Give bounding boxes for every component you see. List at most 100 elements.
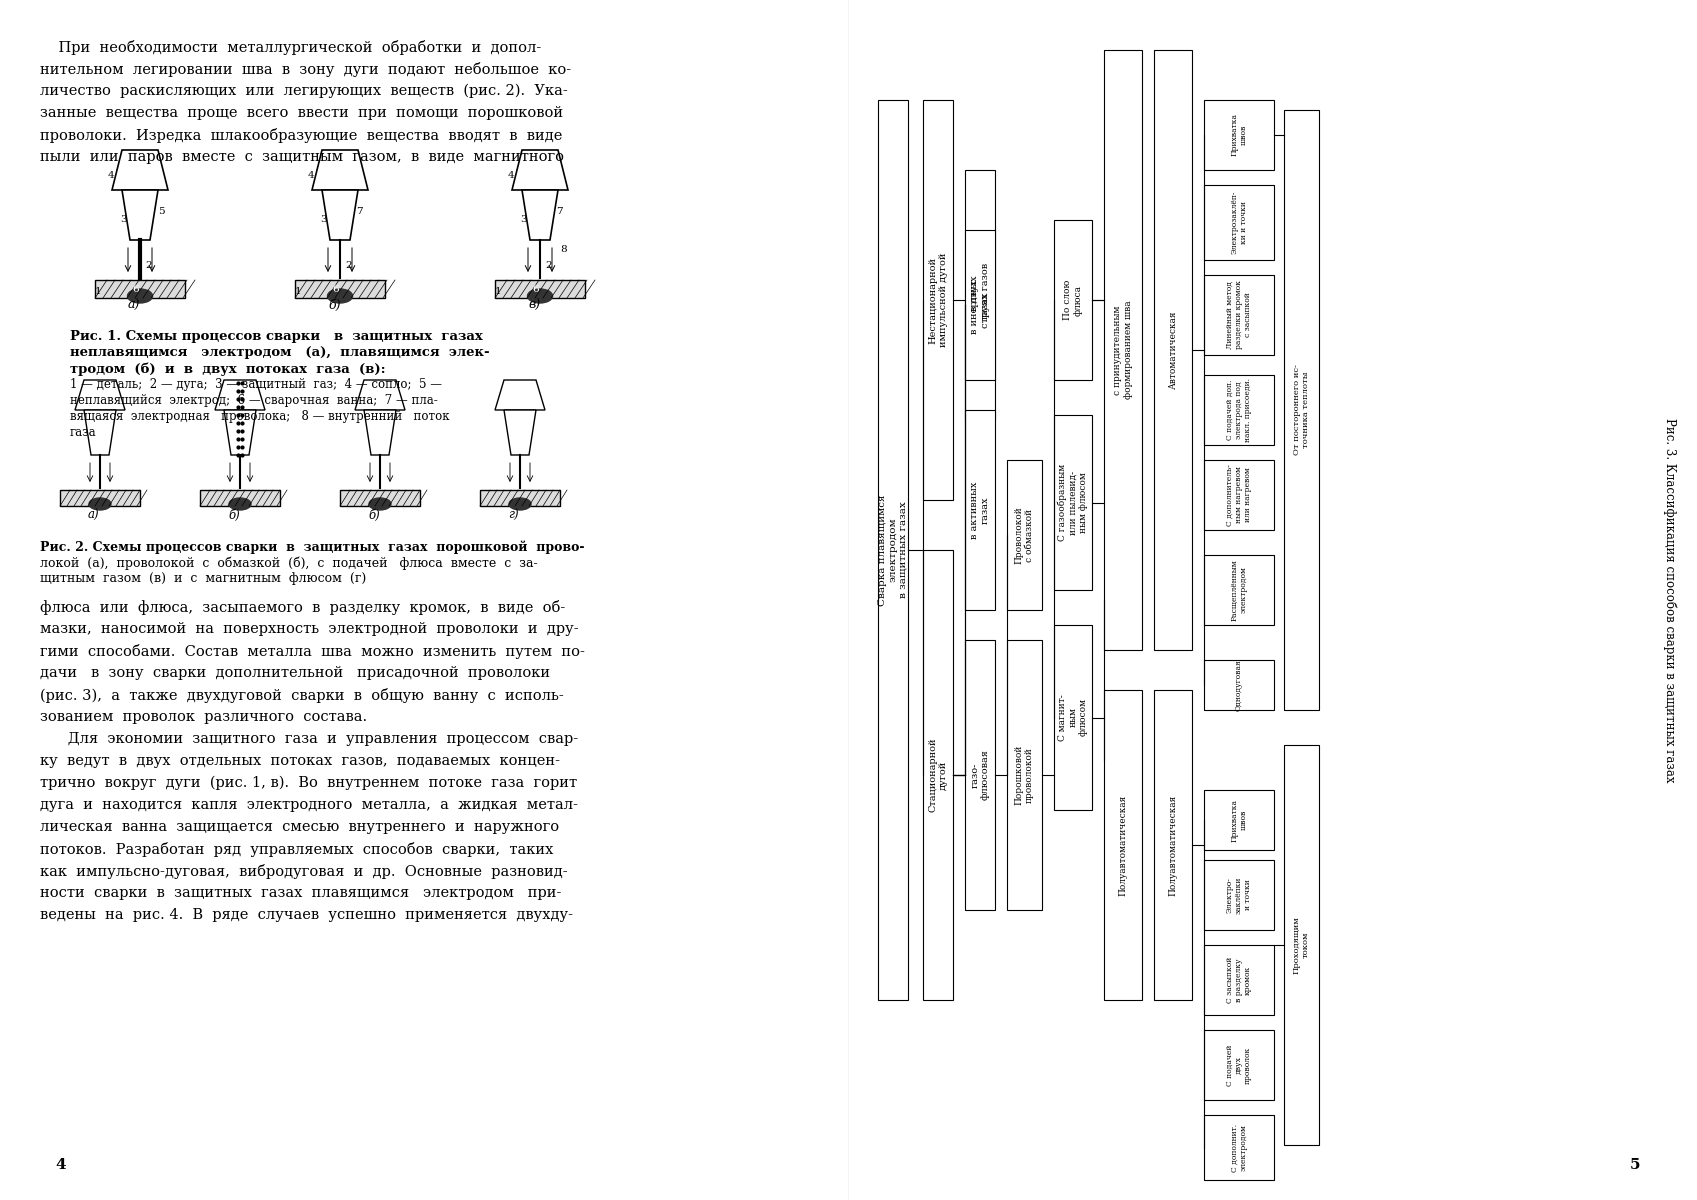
Bar bbox=[966, 640, 994, 910]
Text: Проволокой
с обмазкой: Проволокой с обмазкой bbox=[1015, 506, 1033, 564]
Bar bbox=[923, 550, 954, 1000]
Bar bbox=[1105, 690, 1142, 1000]
Bar bbox=[1006, 460, 1042, 610]
Text: а): а) bbox=[88, 509, 100, 522]
Text: гими  способами.  Состав  металла  шва  можно  изменить  путем  по-: гими способами. Состав металла шва можно… bbox=[41, 644, 585, 659]
Bar bbox=[1154, 690, 1191, 1000]
Text: 5: 5 bbox=[1629, 1158, 1639, 1172]
Text: С подачей
двух
проволок: С подачей двух проволок bbox=[1225, 1044, 1252, 1086]
Text: 4: 4 bbox=[54, 1158, 66, 1172]
Text: (рис. 3),  а  также  двухдуговой  сварки  в  общую  ванну  с  исполь-: (рис. 3), а также двухдуговой сварки в о… bbox=[41, 688, 563, 703]
Bar bbox=[1203, 1030, 1274, 1100]
Text: как  импульсно-дуговая,  вибродуговая  и  др.  Основные  разновид-: как импульсно-дуговая, вибродуговая и др… bbox=[41, 864, 567, 878]
Text: нительном  легировании  шва  в  зону  дуги  подают  небольшое  ко-: нительном легировании шва в зону дуги по… bbox=[41, 62, 572, 77]
Text: Полуавтоматическая: Полуавтоматическая bbox=[1169, 794, 1178, 895]
Text: личество  раскисляющих  или  легирующих  веществ  (рис. 2).  Ука-: личество раскисляющих или легирующих вещ… bbox=[41, 84, 568, 98]
Text: неплавящийся  электрод;  6 — сварочная  ванна;  7 — пла-: неплавящийся электрод; 6 — сварочная ван… bbox=[70, 394, 438, 407]
Text: ведены  на  рис. 4.  В  ряде  случаев  успешно  применяется  двухду-: ведены на рис. 4. В ряде случаев успешно… bbox=[41, 908, 574, 922]
Text: С дополнитель-
ным нагревом
или нагревом: С дополнитель- ным нагревом или нагревом bbox=[1225, 464, 1252, 526]
Bar bbox=[339, 490, 419, 506]
Text: Линейный метод
разделки кромок
с засыпкой: Линейный метод разделки кромок с засыпко… bbox=[1225, 281, 1252, 349]
Text: б): б) bbox=[328, 299, 341, 312]
Text: 1: 1 bbox=[95, 288, 102, 296]
Text: 4: 4 bbox=[507, 170, 514, 180]
Text: 6: 6 bbox=[333, 286, 339, 294]
Text: Проходящим
током: Проходящим током bbox=[1293, 916, 1310, 974]
Bar bbox=[95, 280, 185, 298]
Polygon shape bbox=[312, 150, 368, 190]
Text: трично  вокруг  дуги  (рис. 1, в).  Во  внутреннем  потоке  газа  горит: трично вокруг дуги (рис. 1, в). Во внутр… bbox=[41, 776, 577, 791]
Text: От постороннего ис-
точника теплоты: От постороннего ис- точника теплоты bbox=[1293, 365, 1310, 456]
Text: а): а) bbox=[127, 299, 141, 312]
Bar bbox=[1203, 185, 1274, 260]
Bar bbox=[295, 280, 385, 298]
Text: 8: 8 bbox=[560, 246, 567, 254]
Polygon shape bbox=[216, 380, 265, 410]
Text: локой  (а),  проволокой  с  обмазкой  (б),  с  подачей   флюса  вместе  с  за-: локой (а), проволокой с обмазкой (б), с … bbox=[41, 556, 538, 570]
Polygon shape bbox=[112, 150, 168, 190]
Text: Однодуговая: Однодуговая bbox=[1235, 659, 1242, 710]
Text: дуга  и  находится  капля  электродного  металла,  а  жидкая  метал-: дуга и находится капля электродного мета… bbox=[41, 798, 579, 812]
Text: газо-
флюсовая: газо- флюсовая bbox=[971, 750, 989, 800]
Text: 7: 7 bbox=[557, 208, 563, 216]
Text: 4: 4 bbox=[307, 170, 314, 180]
Text: 3: 3 bbox=[321, 216, 326, 224]
Text: Для  экономии  защитного  газа  и  управления  процессом  свар-: Для экономии защитного газа и управления… bbox=[41, 732, 579, 746]
Text: проволоки.  Изредка  шлакообразующие  вещества  вводят  в  виде: проволоки. Изредка шлакообразующие вещес… bbox=[41, 128, 562, 143]
Text: С засыпкой
в разделку
кромок: С засыпкой в разделку кромок bbox=[1225, 956, 1252, 1003]
Bar bbox=[1054, 220, 1091, 380]
Text: Электро-
заклёпки
и точки: Электро- заклёпки и точки bbox=[1225, 876, 1252, 913]
Bar bbox=[1006, 640, 1042, 910]
Text: в двух
струях газов: в двух струях газов bbox=[971, 263, 989, 328]
Text: С дополнит.
электродом: С дополнит. электродом bbox=[1230, 1123, 1247, 1171]
Text: Прихватка
швов: Прихватка швов bbox=[1230, 114, 1247, 156]
Bar bbox=[1203, 660, 1274, 710]
Bar bbox=[1054, 415, 1091, 590]
Text: Полуавтоматическая: Полуавтоматическая bbox=[1118, 794, 1127, 895]
Bar bbox=[1105, 50, 1142, 650]
Text: б): б) bbox=[368, 509, 380, 522]
Ellipse shape bbox=[88, 498, 110, 510]
Text: в активных
газах: в активных газах bbox=[971, 481, 989, 539]
Bar bbox=[923, 100, 954, 500]
Bar bbox=[496, 280, 585, 298]
Text: в инертных
газах: в инертных газах bbox=[971, 276, 989, 335]
Text: Сварка плавящимся
электродом
в защитных газах: Сварка плавящимся электродом в защитных … bbox=[877, 494, 908, 606]
Text: 2: 2 bbox=[344, 260, 351, 270]
Text: Рис. 1. Схемы процессов сварки   в  защитных  газах: Рис. 1. Схемы процессов сварки в защитны… bbox=[70, 330, 482, 343]
Ellipse shape bbox=[328, 289, 353, 302]
Text: Расщеплённым
электродом: Расщеплённым электродом bbox=[1230, 559, 1247, 620]
Text: 1 — деталь;  2 — дуга;  3 — защитный  газ;  4 — сопло;  5 —: 1 — деталь; 2 — дуга; 3 — защитный газ; … bbox=[70, 378, 441, 391]
Ellipse shape bbox=[229, 498, 251, 510]
Polygon shape bbox=[224, 410, 256, 455]
Bar bbox=[1203, 1115, 1274, 1180]
Text: При  необходимости  металлургической  обработки  и  допол-: При необходимости металлургической обраб… bbox=[41, 40, 541, 55]
Text: ку  ведут  в  двух  отдельных  потоках  газов,  подаваемых  концен-: ку ведут в двух отдельных потоках газов,… bbox=[41, 754, 560, 768]
Text: с принудительным
формированием шва: с принудительным формированием шва bbox=[1113, 301, 1132, 400]
Text: тродом  (б)  и  в  двух  потоках  газа  (в):: тродом (б) и в двух потоках газа (в): bbox=[70, 362, 385, 376]
Polygon shape bbox=[512, 150, 568, 190]
Text: б): б) bbox=[227, 509, 239, 522]
Text: Рис. 3. Классификация способов сварки в защитных газах: Рис. 3. Классификация способов сварки в … bbox=[1663, 418, 1677, 782]
Polygon shape bbox=[355, 380, 406, 410]
Bar bbox=[480, 490, 560, 506]
Bar bbox=[59, 490, 139, 506]
Text: дачи   в  зону  сварки  дополнительной   присадочной  проволоки: дачи в зону сварки дополнительной присад… bbox=[41, 666, 550, 680]
Ellipse shape bbox=[509, 498, 531, 510]
Text: С подачей доп.
электрода под
накл. присоеди.: С подачей доп. электрода под накл. присо… bbox=[1225, 378, 1252, 442]
Text: газа: газа bbox=[70, 426, 97, 439]
Text: 6: 6 bbox=[132, 286, 139, 294]
Polygon shape bbox=[496, 380, 545, 410]
Ellipse shape bbox=[368, 498, 390, 510]
Text: флюса  или  флюса,  засыпаемого  в  разделку  кромок,  в  виде  об-: флюса или флюса, засыпаемого в разделку … bbox=[41, 600, 565, 614]
Bar bbox=[1203, 100, 1274, 170]
Text: 3: 3 bbox=[120, 216, 127, 224]
Ellipse shape bbox=[127, 289, 153, 302]
Text: 7: 7 bbox=[356, 208, 363, 216]
Bar bbox=[1203, 275, 1274, 355]
Bar bbox=[966, 410, 994, 610]
Bar bbox=[1203, 860, 1274, 930]
Text: Прихватка
швов: Прихватка швов bbox=[1230, 798, 1247, 841]
Bar bbox=[966, 230, 994, 380]
Text: лическая  ванна  защищается  смесью  внутреннего  и  наружного: лическая ванна защищается смесью внутрен… bbox=[41, 820, 558, 834]
